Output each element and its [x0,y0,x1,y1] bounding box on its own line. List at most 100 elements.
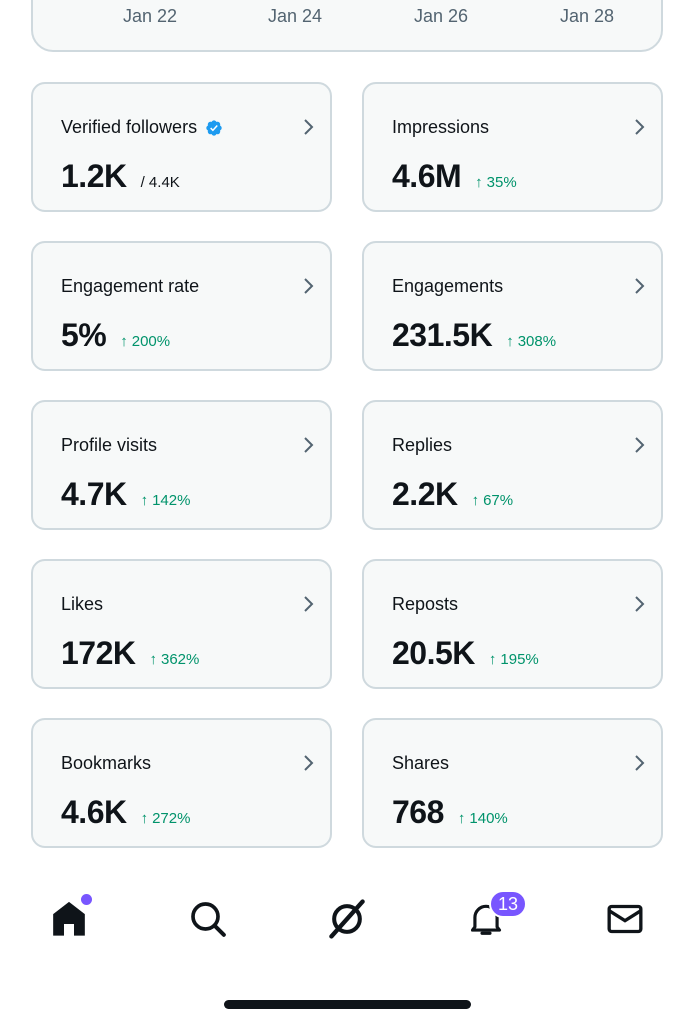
stat-change-value: 140% [469,810,508,827]
stats-grid: Verified followers 1.2K / 4.4K Impressio… [31,82,663,848]
stat-change: ↑ 200% [120,333,170,350]
chevron-right-icon [635,755,645,771]
chevron-right-icon [635,119,645,135]
stat-change: ↑ 140% [458,810,508,827]
arrow-up-icon: ↑ [488,651,497,668]
stat-value: 231.5K [392,317,493,353]
chevron-right-icon [304,755,314,771]
chevron-right-icon [304,278,314,294]
stat-total: / 4.4K [140,174,180,191]
stat-value: 768 [392,794,444,830]
nav-messages[interactable] [600,894,650,944]
stat-change: ↑ 195% [489,651,539,668]
notifications-badge: 13 [489,890,527,918]
stat-card-engagements[interactable]: Engagements 231.5K ↑ 308% [362,241,663,371]
stat-label: Likes [61,594,104,614]
stat-label: Replies [392,435,453,455]
stat-label: Bookmarks [61,753,152,773]
arrow-up-icon: ↑ [120,333,128,350]
stat-value-row: 20.5K ↑ 195% [392,635,539,672]
x-tick-label: Jan 26 [413,6,469,26]
stat-value: 172K [61,635,136,671]
stat-label: Profile visits [61,435,158,455]
home-notification-dot [81,894,92,905]
arrow-up-icon: ↑ [149,651,158,668]
stat-value-row: 4.6K ↑ 272% [61,794,190,831]
stat-card-bookmarks[interactable]: Bookmarks 4.6K ↑ 272% [31,718,332,848]
stat-card-verified-followers[interactable]: Verified followers 1.2K / 4.4K [31,82,332,212]
stat-change: ↑ 362% [150,651,200,668]
stat-label: Engagements [392,276,504,296]
chevron-right-icon [635,437,645,453]
mail-icon [607,904,643,934]
arrow-up-icon: ↑ [506,333,514,350]
chart-x-axis: Jan 22 Jan 24 Jan 26 Jan 28 [33,6,661,30]
stat-change-value: 362% [161,651,200,668]
home-icon [53,901,85,936]
stat-change-value: 200% [131,333,171,350]
stat-change: ↑ 35% [475,174,517,191]
stat-change: ↑ 142% [141,492,191,509]
stat-change: ↑ 272% [141,810,191,827]
arrow-up-icon: ↑ [457,810,466,827]
stat-change-value: 35% [486,174,517,191]
stat-value: 1.2K [61,158,127,194]
chart-card: Jan 22 Jan 24 Jan 26 Jan 28 [31,0,663,52]
stat-change-value: 195% [500,651,539,668]
x-tick-label: Jan 22 [122,6,178,26]
stat-label: Impressions [392,117,490,137]
search-icon [191,902,226,937]
stat-label-wrap: Verified followers [61,117,223,138]
nav-notifications[interactable]: 13 [461,890,527,944]
stat-value-row: 4.7K ↑ 142% [61,476,190,513]
stat-value: 4.6M [392,158,462,194]
stat-value-row: 231.5K ↑ 308% [392,317,556,354]
stat-label: Reposts [392,594,459,614]
stat-value-row: 5% ↑ 200% [61,317,170,354]
x-tick-label: Jan 24 [267,6,323,26]
chevron-right-icon [304,596,314,612]
stat-card-likes[interactable]: Likes 172K ↑ 362% [31,559,332,689]
x-tick-label: Jan 28 [559,6,615,26]
stat-value: 5% [61,317,107,353]
stat-value-row: 172K ↑ 362% [61,635,199,672]
verified-badge-icon [206,119,222,136]
stat-change-value: 67% [483,492,514,509]
home-indicator[interactable] [224,1000,471,1009]
stat-change: ↑ 308% [506,333,556,350]
chevron-right-icon [304,119,314,135]
stat-card-impressions[interactable]: Impressions 4.6M ↑ 35% [362,82,663,212]
stat-label: Engagement rate [61,276,200,296]
bottom-nav: 13 [0,880,694,960]
stat-value-row: 4.6M ↑ 35% [392,158,517,195]
stat-card-replies[interactable]: Replies 2.2K ↑ 67% [362,400,663,530]
arrow-up-icon: ↑ [475,174,483,191]
stat-value-row: 2.2K ↑ 67% [392,476,513,513]
stat-label: Shares [392,753,450,773]
stat-card-profile-visits[interactable]: Profile visits 4.7K ↑ 142% [31,400,332,530]
nav-grok[interactable] [322,894,372,944]
stat-card-engagement-rate[interactable]: Engagement rate 5% ↑ 200% [31,241,332,371]
stat-value-row: 1.2K / 4.4K [61,158,180,195]
nav-home[interactable] [44,894,94,944]
stat-card-reposts[interactable]: Reposts 20.5K ↑ 195% [362,559,663,689]
stat-value: 2.2K [392,476,458,512]
stat-change-value: 142% [152,492,191,509]
stat-value-row: 768 ↑ 140% [392,794,508,831]
stat-change: ↑ 67% [472,492,514,509]
arrow-up-icon: ↑ [140,810,149,827]
chevron-right-icon [304,437,314,453]
stat-value: 20.5K [392,635,475,671]
nav-search[interactable] [183,894,233,944]
grok-icon [329,899,365,939]
arrow-up-icon: ↑ [140,492,149,509]
stat-change-value: 272% [152,810,191,827]
stat-card-shares[interactable]: Shares 768 ↑ 140% [362,718,663,848]
stat-value: 4.7K [61,476,127,512]
stat-label: Verified followers [61,117,198,137]
stat-value: 4.6K [61,794,127,830]
chevron-right-icon [635,278,645,294]
stat-change-value: 308% [517,333,557,350]
arrow-up-icon: ↑ [471,492,480,509]
